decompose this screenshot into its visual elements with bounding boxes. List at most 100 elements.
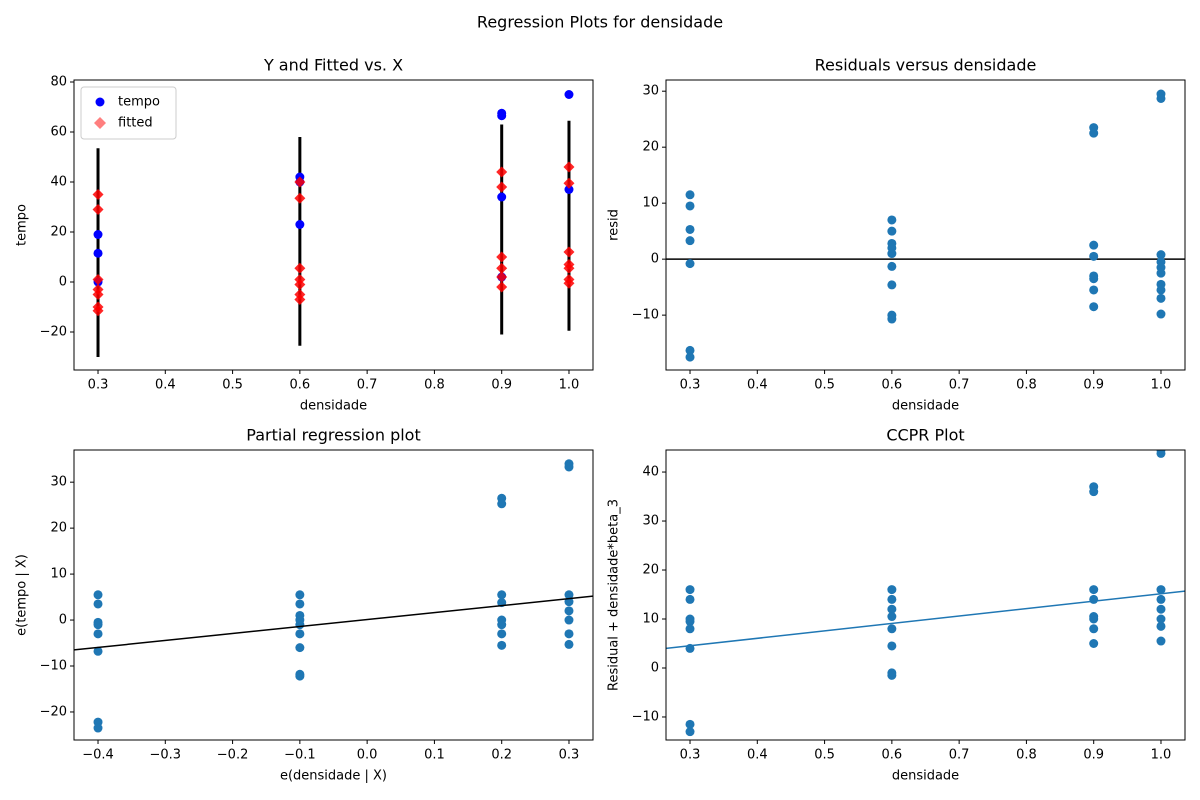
point — [1156, 585, 1166, 595]
point — [1089, 614, 1099, 624]
point — [93, 646, 103, 656]
x-tick-label: 0.5 — [814, 378, 835, 393]
x-axis-label: densidade — [300, 399, 367, 414]
y-tick-label: −10 — [632, 308, 659, 323]
point — [564, 639, 574, 649]
point — [93, 599, 103, 609]
plot-area — [666, 450, 1185, 737]
x-tick-label: 0.9 — [491, 378, 512, 393]
point — [685, 719, 695, 729]
x-tick-label: 0.9 — [1083, 378, 1104, 393]
y-axis-label: resid — [607, 209, 622, 241]
point — [563, 161, 575, 173]
point — [93, 230, 103, 239]
point — [887, 215, 897, 225]
point — [1156, 594, 1166, 604]
point — [887, 624, 897, 634]
point — [497, 629, 507, 639]
x-tick-label: 0.7 — [357, 378, 378, 393]
subplot: Y and Fitted vs. X densidade tempo 0.3 0.4 0.… — [15, 56, 594, 414]
plot-area — [74, 459, 593, 733]
point — [563, 262, 575, 274]
point — [1089, 624, 1099, 634]
point — [496, 262, 508, 274]
point — [294, 279, 306, 290]
x-tick-label: 0.3 — [559, 748, 580, 763]
x-tick-label: 0.4 — [155, 378, 176, 393]
point — [1089, 638, 1099, 648]
point — [294, 192, 306, 204]
point — [294, 176, 306, 188]
point — [887, 249, 897, 259]
point — [496, 251, 508, 263]
point — [1156, 614, 1166, 624]
point — [295, 671, 305, 681]
point — [496, 181, 508, 193]
point — [685, 224, 695, 234]
point — [887, 280, 897, 290]
subplot-title: Y and Fitted vs. X — [263, 56, 403, 75]
y-tick-label: 40 — [50, 175, 67, 190]
point — [887, 314, 897, 324]
x-axis-label: densidade — [892, 399, 959, 414]
point — [92, 274, 104, 285]
point — [93, 620, 103, 630]
point — [92, 204, 104, 215]
point — [887, 612, 897, 622]
y-tick-label: −20 — [40, 704, 67, 719]
x-tick-label: 1.0 — [1151, 378, 1172, 393]
y-tick-label: 20 — [50, 521, 67, 536]
point — [497, 640, 507, 650]
x-tick-label: 0.6 — [290, 378, 311, 393]
y-tick-label: 20 — [642, 140, 659, 155]
x-tick-label: 0.3 — [88, 378, 109, 393]
y-tick-label: 0 — [651, 660, 659, 675]
point — [563, 277, 575, 289]
point — [1156, 293, 1166, 303]
point — [497, 620, 507, 630]
point — [1089, 302, 1099, 312]
x-axis-label: densidade — [892, 769, 959, 784]
point — [1089, 585, 1099, 595]
x-tick-label: 0.8 — [1016, 378, 1037, 393]
x-tick-label: −0.4 — [82, 748, 114, 763]
subplot: Partial regression plot e(densidade | X) e… — [15, 426, 594, 784]
point — [295, 599, 305, 609]
point — [1156, 250, 1166, 260]
point — [93, 248, 103, 258]
point — [564, 462, 574, 472]
point — [497, 111, 507, 121]
point — [1089, 251, 1099, 261]
point — [685, 727, 695, 737]
figure-title: Regression Plots for densidade — [477, 13, 723, 32]
point — [685, 594, 695, 604]
subplot-title: CCPR Plot — [886, 426, 964, 445]
axes-frame — [665, 449, 1186, 741]
point — [496, 166, 508, 178]
y-tick-label: 80 — [50, 75, 67, 90]
point — [564, 606, 574, 616]
y-tick-label: 60 — [50, 125, 67, 140]
point — [685, 585, 695, 595]
legend-box — [80, 86, 177, 140]
plot-area — [666, 89, 1185, 362]
point — [564, 185, 574, 194]
y-tick-label: 10 — [642, 196, 659, 211]
subplot-title: Partial regression plot — [246, 426, 420, 445]
point — [685, 624, 695, 634]
point — [887, 594, 897, 604]
axes-frame — [73, 449, 594, 741]
point — [1156, 604, 1166, 614]
point — [887, 670, 897, 680]
point — [93, 723, 103, 733]
point — [92, 289, 104, 300]
fit-line — [666, 590, 1185, 650]
point — [1156, 636, 1166, 646]
point — [295, 590, 305, 600]
point — [685, 190, 695, 200]
point — [496, 281, 508, 293]
legend-marker — [94, 117, 106, 129]
legend-marker — [95, 97, 105, 107]
point — [564, 590, 574, 600]
